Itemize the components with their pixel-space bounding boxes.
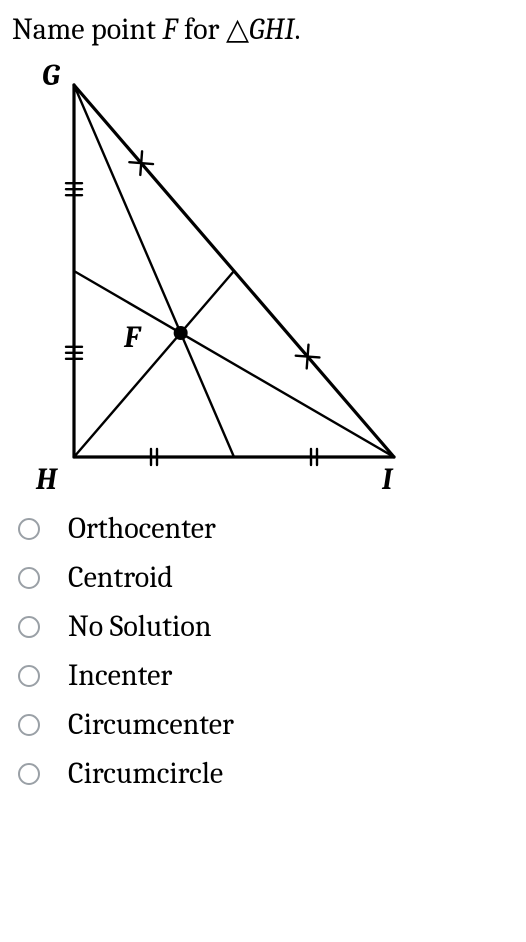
svg-text:G: G (42, 58, 61, 93)
svg-text:H: H (35, 462, 58, 489)
option-nosolution[interactable]: No Solution (18, 609, 514, 644)
q-mid: for (177, 12, 226, 47)
option-circumcenter[interactable]: Circumcenter (18, 707, 514, 742)
radio-icon[interactable] (18, 714, 40, 736)
svg-text:I: I (381, 462, 394, 489)
option-label: No Solution (68, 609, 212, 644)
option-orthocenter[interactable]: Orthocenter (18, 511, 514, 546)
q-suffix: . (294, 12, 300, 47)
question-container: Name point F for △GHI. GHIF Orthocenter … (0, 0, 526, 815)
radio-icon[interactable] (18, 518, 40, 540)
option-label: Orthocenter (68, 511, 216, 546)
option-centroid[interactable]: Centroid (18, 560, 514, 595)
radio-icon[interactable] (18, 567, 40, 589)
options-list: Orthocenter Centroid No Solution Incente… (18, 511, 514, 791)
option-label: Incenter (68, 658, 172, 693)
triangle-symbol: △ (226, 12, 249, 47)
svg-text:F: F (123, 320, 142, 355)
q-prefix: Name point (12, 12, 163, 47)
radio-icon[interactable] (18, 763, 40, 785)
option-label: Centroid (68, 560, 173, 595)
option-label: Circumcircle (68, 756, 223, 791)
option-circumcircle[interactable]: Circumcircle (18, 756, 514, 791)
radio-icon[interactable] (18, 665, 40, 687)
option-label: Circumcenter (68, 707, 234, 742)
triangle-svg: G H I F (22, 57, 412, 489)
question-text: Name point F for △GHI. (12, 10, 514, 49)
q-triangle-name: GHI (249, 12, 294, 47)
triangle-figure: G H I F (22, 57, 514, 493)
option-incenter[interactable]: Incenter (18, 658, 514, 693)
radio-icon[interactable] (18, 616, 40, 638)
q-point-var: F (163, 12, 178, 47)
